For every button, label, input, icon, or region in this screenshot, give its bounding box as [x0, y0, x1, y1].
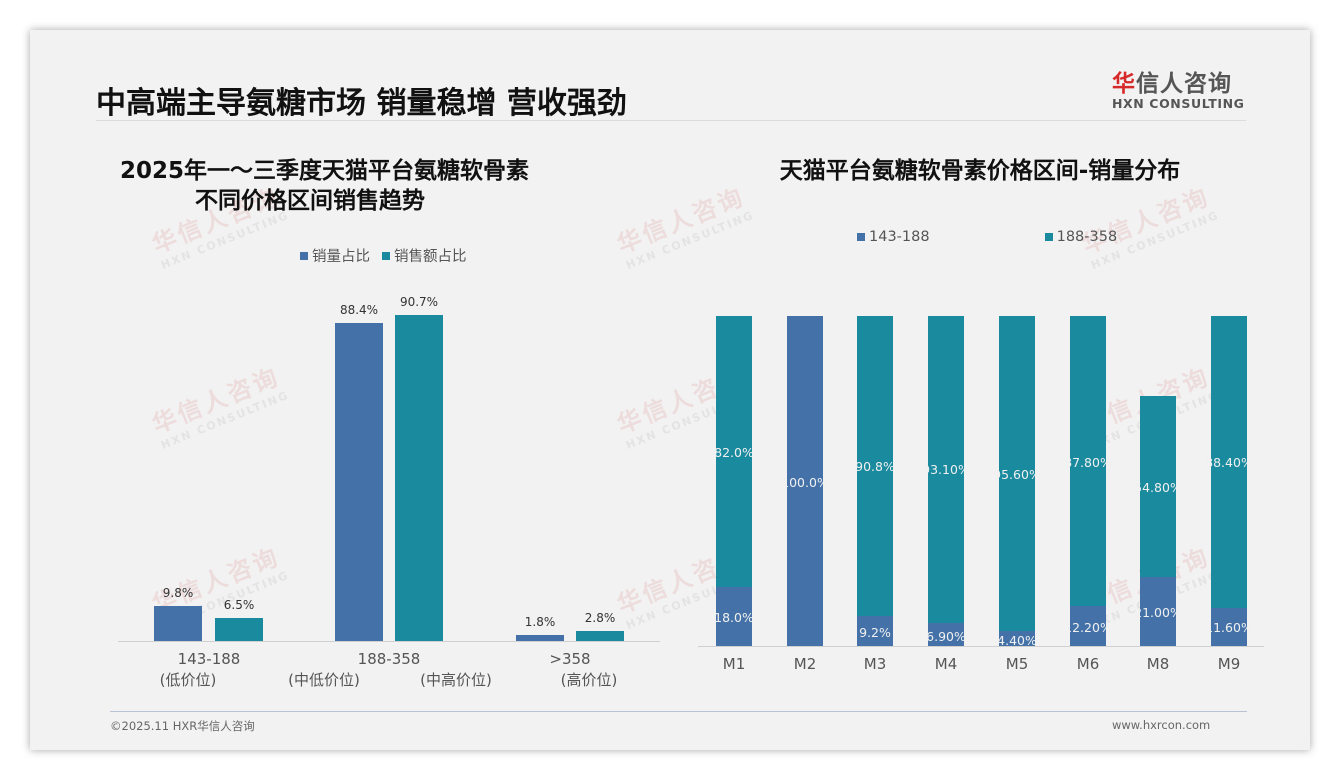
bar-m9-188-358	[1211, 316, 1247, 608]
logo-cn: 华信人咨询	[1112, 71, 1232, 97]
legend-swatch	[300, 251, 308, 260]
bar-m6-143-188	[1070, 606, 1106, 646]
x-label: M3	[863, 655, 887, 673]
x-label: 188-358	[357, 650, 421, 668]
bar-m2-143-188	[787, 316, 823, 646]
x-label: >358	[549, 650, 591, 668]
legend-item-volume: 销量占比	[300, 245, 370, 266]
data-label: 6.90%	[926, 629, 966, 644]
data-label: 1.8%	[524, 615, 556, 629]
bar-m6-188-358	[1070, 316, 1106, 606]
x-label: M1	[722, 655, 746, 673]
bar-m8-188-358	[1140, 396, 1176, 577]
left-chart-title: 2025年一～三季度天猫平台氨糖软骨素 不同价格区间销售趋势	[120, 158, 530, 214]
data-label: 88.40%	[1205, 455, 1253, 470]
data-label: 9.2%	[859, 625, 891, 640]
data-label: 6.5%	[223, 598, 255, 612]
title-divider	[96, 120, 1246, 121]
data-label: 90.8%	[855, 459, 895, 474]
page-title: 中高端主导氨糖市场 销量稳增 营收强劲	[96, 86, 627, 121]
bar-revenue-188-358	[395, 315, 443, 641]
x-label: M4	[934, 655, 958, 673]
bar-m9-143-188	[1211, 608, 1247, 646]
x-sublabel: (中低价位)	[288, 671, 360, 689]
x-label: M6	[1076, 655, 1100, 673]
footer-website: www.hxrcon.com	[1112, 718, 1211, 732]
data-label: 82.0%	[714, 445, 754, 460]
footer-divider	[110, 711, 1247, 712]
x-label: M5	[1005, 655, 1029, 673]
data-label: 18.0%	[714, 610, 754, 625]
logo-en: HXN CONSULTING	[1112, 96, 1245, 111]
data-label: 11.60%	[1205, 620, 1253, 635]
bar-volume-143-188	[154, 606, 202, 641]
bar-m4-188-358	[928, 316, 964, 623]
data-label: 2.8%	[584, 611, 616, 625]
data-label: 100.0%	[781, 475, 829, 490]
x-label: M2	[793, 655, 817, 673]
bar-volume-188-358	[335, 323, 383, 641]
legend-item-revenue: 销售额占比	[382, 245, 467, 266]
bar-revenue-gt358	[576, 631, 624, 641]
legend-item-143-188: 143-188	[857, 229, 930, 245]
data-label: 95.60%	[993, 467, 1041, 482]
left-chart-legend: 销量占比 销售额占比	[300, 245, 467, 266]
data-label: 88.4%	[339, 303, 379, 317]
bar-m4-143-188	[928, 623, 964, 646]
data-label: 4.40%	[997, 633, 1037, 648]
bar-volume-gt358	[516, 635, 564, 641]
x-label: 143-188	[177, 650, 241, 668]
legend-swatch	[382, 251, 390, 260]
data-label: 93.10%	[922, 462, 970, 477]
footer-copyright: ©2025.11 HXR华信人咨询	[110, 719, 255, 733]
bar-m3-188-358	[857, 316, 893, 616]
bar-m5-188-358	[999, 316, 1035, 631]
bar-m3-143-188	[857, 616, 893, 646]
right-chart-x-axis	[698, 646, 1264, 647]
left-chart-x-axis	[118, 641, 660, 642]
right-chart-title: 天猫平台氨糖软骨素价格区间-销量分布	[779, 158, 1181, 184]
data-label: 12.20%	[1064, 620, 1112, 635]
bar-m5-143-188	[999, 631, 1035, 646]
data-label: 87.80%	[1064, 455, 1112, 470]
x-label: M9	[1217, 655, 1241, 673]
data-label: 9.8%	[162, 586, 194, 600]
x-sublabel: (低价位)	[159, 671, 217, 689]
data-label: 54.80%	[1134, 480, 1182, 495]
legend-swatch	[1044, 233, 1053, 241]
legend-item-188-358: 188-358	[1044, 229, 1117, 245]
legend-swatch	[857, 233, 865, 241]
bar-revenue-143-188	[215, 618, 263, 641]
brand-logo: 华信人咨询 HXN CONSULTING	[1112, 64, 1252, 111]
slide: 中高端主导氨糖市场 销量稳增 营收强劲 华信人咨询 HXN CONSULTING…	[30, 30, 1310, 750]
data-label: 21.00%	[1134, 605, 1182, 620]
x-label: M8	[1146, 655, 1170, 673]
x-sublabel: (中高价位)	[420, 671, 492, 689]
bar-m1-188-358	[716, 316, 752, 587]
bar-m8-143-188	[1140, 577, 1176, 646]
x-sublabel: (高价位)	[560, 671, 618, 689]
bar-m1-143-188	[716, 587, 752, 646]
data-label: 90.7%	[399, 295, 439, 309]
right-chart-legend: 143-188 188-358	[857, 229, 1117, 245]
